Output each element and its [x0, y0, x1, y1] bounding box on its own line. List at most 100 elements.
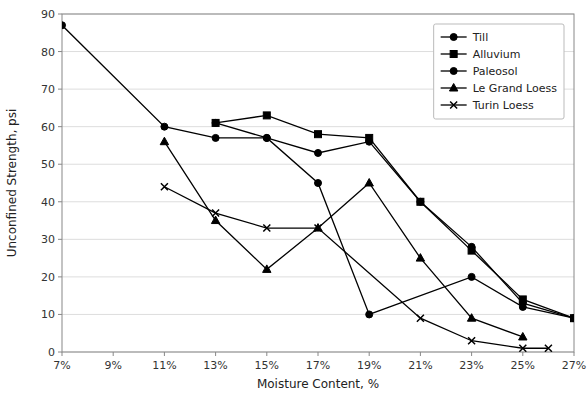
grid-line	[62, 164, 574, 165]
tick-mark	[574, 352, 575, 356]
plot-marks	[62, 22, 574, 352]
point	[468, 337, 475, 344]
point	[212, 210, 219, 217]
point	[571, 315, 575, 322]
point	[315, 149, 322, 156]
series	[62, 22, 574, 322]
tick-label: 0	[48, 346, 55, 359]
point	[366, 134, 373, 141]
series-line	[164, 142, 522, 337]
point	[160, 137, 168, 145]
series	[212, 119, 574, 321]
series	[160, 137, 527, 340]
legend-marker	[450, 34, 457, 41]
tick-mark	[58, 276, 62, 277]
tick-mark	[58, 126, 62, 127]
point	[417, 198, 424, 205]
point	[571, 315, 575, 322]
x-axis: 7% 9% 11% 13% 15% 17% 19% 21% 23% 25% 27%	[53, 352, 586, 372]
tick-mark	[58, 14, 62, 15]
tick-mark	[215, 352, 216, 356]
tick-label: 27%	[562, 359, 586, 372]
legend-label: Le Grand Loess	[473, 82, 558, 95]
point	[263, 134, 270, 141]
point	[212, 134, 219, 141]
point	[417, 198, 424, 205]
tick-label: 60	[41, 121, 55, 134]
point	[519, 345, 526, 352]
point	[519, 296, 526, 303]
point	[315, 225, 322, 232]
legend-label: Turin Loess	[472, 99, 534, 112]
tick-label: 40	[41, 196, 55, 209]
tick-label: 30	[41, 233, 55, 246]
y-axis: 0102030405060708090	[41, 8, 574, 359]
legend-marker	[450, 68, 457, 75]
tick-label: 19%	[357, 359, 381, 372]
point	[263, 112, 270, 119]
legend-label: Till	[472, 31, 489, 44]
tick-mark	[58, 239, 62, 240]
point	[212, 119, 219, 126]
y-axis-label: Unconfined Strength, psi	[5, 109, 19, 258]
tick-label: 21%	[408, 359, 432, 372]
legend-label: Alluvium	[473, 48, 521, 61]
point	[571, 315, 575, 322]
legend-marker	[450, 102, 457, 109]
point	[263, 134, 270, 141]
legend-marker	[450, 51, 457, 58]
tick-label: 23%	[459, 359, 483, 372]
tick-mark	[58, 89, 62, 90]
tick-label: 11%	[152, 359, 176, 372]
tick-label: 17%	[306, 359, 330, 372]
tick-label: 80	[41, 46, 55, 59]
tick-mark	[266, 352, 267, 356]
tick-mark	[318, 352, 319, 356]
tick-mark	[522, 352, 523, 356]
point	[365, 179, 373, 187]
grid-line	[62, 239, 574, 240]
tick-label: 7%	[53, 359, 70, 372]
point	[519, 332, 527, 340]
point	[315, 180, 322, 187]
grid-line	[62, 126, 574, 127]
point	[211, 216, 219, 224]
tick-label: 25%	[511, 359, 535, 372]
point	[161, 183, 168, 190]
tick-label: 50	[41, 158, 55, 171]
legend: TillAlluviumPaleosolLe Grand LoessTurin …	[434, 24, 564, 119]
point	[416, 254, 424, 262]
point	[315, 131, 322, 138]
legend-marker	[449, 84, 457, 92]
tick-label: 9%	[104, 359, 121, 372]
x-axis-label: Moisture Content, %	[257, 377, 379, 391]
tick-mark	[58, 352, 62, 353]
tick-label: 90	[41, 8, 55, 21]
point	[263, 225, 270, 232]
tick-label: 13%	[203, 359, 227, 372]
grid-line	[62, 276, 574, 277]
point	[468, 273, 475, 280]
tick-mark	[58, 164, 62, 165]
tick-mark	[58, 51, 62, 52]
plot-area	[62, 14, 574, 352]
point	[417, 315, 424, 322]
point	[467, 314, 475, 322]
point	[62, 22, 66, 29]
tick-mark	[369, 352, 370, 356]
tick-mark	[62, 352, 63, 356]
grid-line	[62, 314, 574, 315]
tick-mark	[471, 352, 472, 356]
series-line	[164, 187, 548, 348]
tick-mark	[113, 352, 114, 356]
plot-frame	[62, 14, 574, 352]
tick-label: 10	[41, 308, 55, 321]
point	[161, 123, 168, 130]
point	[468, 247, 475, 254]
tick-mark	[420, 352, 421, 356]
tick-mark	[58, 201, 62, 202]
tick-mark	[164, 352, 165, 356]
chart: 01020304050607080907%9%11%13%15%17%19%21…	[0, 0, 588, 398]
tick-label: 15%	[255, 359, 279, 372]
tick-label: 70	[41, 83, 55, 96]
